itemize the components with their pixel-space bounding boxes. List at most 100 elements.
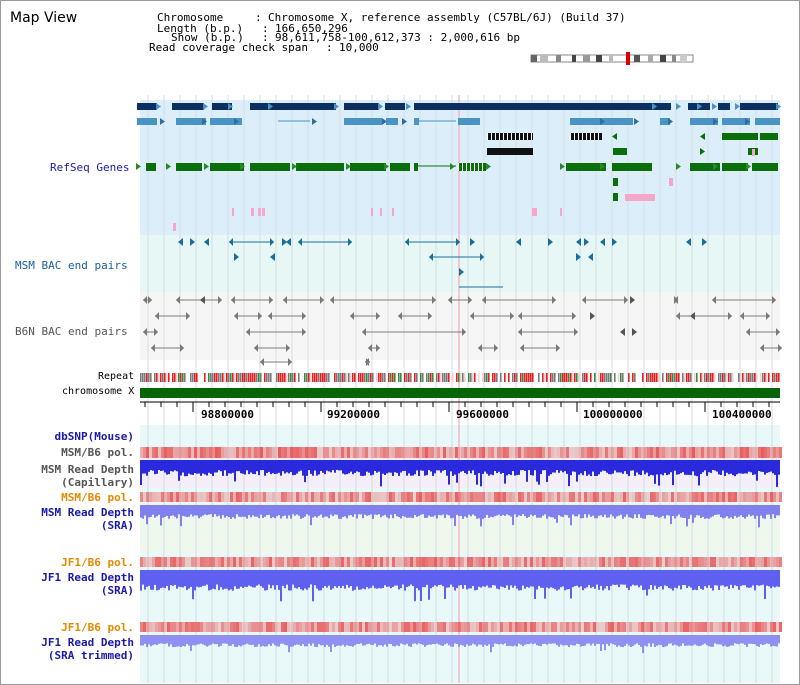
read-depth-bar [530, 505, 532, 515]
polymorphism-cell [722, 447, 725, 458]
polymorphism-cell [437, 447, 440, 458]
polymorphism-cell [191, 492, 194, 502]
repeat-element [306, 373, 308, 382]
polymorphism-cell [665, 557, 668, 567]
polymorphism-cell [278, 622, 281, 632]
read-depth-bar [398, 505, 400, 518]
exon-gap [462, 163, 463, 171]
read-depth-bar [486, 460, 488, 474]
track-label-msm-bac[interactable]: MSM BAC end pairs [15, 259, 128, 272]
polymorphism-cell [677, 622, 680, 632]
polymorphism-cell [710, 622, 713, 632]
polymorphism-cell [401, 622, 404, 632]
read-depth-bar [658, 460, 660, 486]
polymorphism-cell [266, 622, 269, 632]
track-label-refseq[interactable]: RefSeq Genes [50, 161, 130, 174]
track-label-msm-read-depth-sra[interactable]: MSM Read Depth [41, 506, 134, 519]
read-depth-bar [406, 570, 408, 587]
position-axis [140, 401, 780, 412]
read-depth-bar [694, 570, 696, 590]
read-depth-bar [442, 570, 444, 587]
polymorphism-cell [365, 622, 368, 632]
read-depth-bar [314, 505, 316, 517]
read-depth-bar [390, 460, 392, 473]
polymorphism-cell [281, 622, 284, 632]
track-label-msm-b6-pol-capillary[interactable]: MSM/B6 pol. [61, 446, 134, 459]
track-label-dbsnp[interactable]: dbSNP(Mouse) [54, 430, 134, 443]
read-depth-bar [260, 635, 262, 647]
read-depth-bar [326, 635, 328, 645]
repeat-element [602, 373, 604, 382]
track-label-msm-b6-pol-sra[interactable]: MSM/B6 pol. [61, 491, 134, 504]
read-depth-bar [634, 505, 636, 515]
polymorphism-cell [233, 492, 236, 502]
track-label-repeat[interactable]: Repeat [98, 371, 135, 382]
track-label-msm-read-depth-capillary[interactable]: MSM Read Depth [41, 463, 134, 476]
read-depth-bar [364, 460, 366, 476]
read-depth-bar [508, 505, 510, 516]
polymorphism-cell [554, 447, 557, 458]
read-depth-bar [194, 505, 196, 516]
read-depth-bar [328, 635, 330, 647]
read-depth-bar [672, 635, 674, 646]
polymorphism-cell [422, 492, 425, 502]
polymorphism-cell [209, 492, 212, 502]
read-depth-bar [186, 460, 188, 476]
read-depth-bar [224, 635, 226, 644]
read-depth-bar [430, 505, 432, 517]
polymorphism-cell [740, 492, 743, 502]
strand-arrow [745, 118, 750, 125]
polymorphism-cell [518, 622, 521, 632]
repeat-element [174, 373, 176, 382]
polymorphism-cell [440, 557, 443, 567]
read-depth-bar [412, 570, 414, 587]
read-depth-bar [348, 635, 350, 646]
read-depth-bar [614, 460, 616, 471]
read-depth-bar [616, 505, 618, 517]
read-depth-bar [474, 570, 476, 591]
polymorphism-cell [731, 622, 734, 632]
polymorphism-cell [581, 492, 584, 502]
read-depth-bar [320, 505, 322, 515]
read-depth-bar [744, 570, 746, 586]
read-depth-bar [528, 570, 530, 588]
track-label-b6n-bac[interactable]: B6N BAC end pairs [15, 325, 128, 338]
read-depth-bar [656, 505, 658, 517]
track-label-jf1-b6-pol-trimmed[interactable]: JF1/B6 pol. [61, 621, 134, 634]
read-depth-bar [672, 570, 674, 591]
track-features[interactable] [136, 103, 782, 398]
chromosome-ideogram[interactable] [530, 52, 694, 65]
read-depth-bar [548, 460, 550, 476]
read-depth-bar [700, 505, 702, 518]
repeat-element [652, 373, 654, 382]
read-depth-bar [428, 505, 430, 516]
repeat-element [326, 373, 328, 382]
read-depth-bar [366, 505, 368, 516]
polymorphism-cell [746, 557, 749, 567]
polymorphism-cell [566, 622, 569, 632]
polymorphism-cell [464, 447, 467, 458]
read-depth-bar [250, 505, 252, 518]
strand-arrow [406, 103, 411, 110]
read-depth-bar [324, 570, 326, 586]
polymorphism-cell [506, 447, 509, 458]
track-label-jf1-read-depth-sra[interactable]: JF1 Read Depth [41, 571, 134, 584]
polymorphism-cell [230, 492, 233, 502]
polymorphism-cell [341, 447, 344, 458]
read-depth-bar [360, 460, 362, 476]
read-depth-bar [582, 505, 584, 519]
polymorphism-cell [779, 447, 782, 458]
read-depth-bar [560, 505, 562, 517]
bac-end [766, 312, 770, 320]
track-label-jf1-b6-pol-sra[interactable]: JF1/B6 pol. [61, 556, 134, 569]
polymorphism-cell [740, 557, 743, 567]
read-depth-bar [380, 570, 382, 589]
polymorphism-cell [170, 492, 173, 502]
polymorphism-cell [587, 622, 590, 632]
read-depth-bar [162, 635, 164, 644]
read-depth-bar [156, 635, 158, 645]
track-label-jf1-read-depth-trimmed[interactable]: JF1 Read Depth [41, 636, 134, 649]
read-depth-bar [450, 570, 452, 585]
read-depth-bar [554, 505, 556, 519]
repeat-element [294, 373, 296, 382]
